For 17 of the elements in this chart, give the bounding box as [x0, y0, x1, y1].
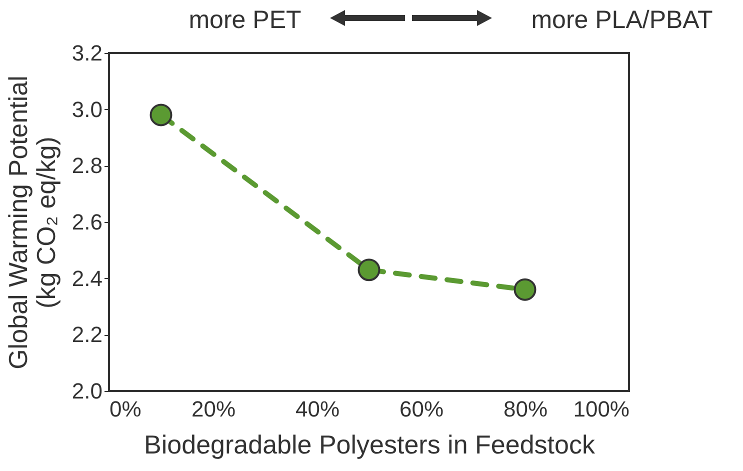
x-tick-label: 100% [573, 396, 630, 422]
x-axis-title: Biodegradable Polyesters in Feedstock [144, 430, 596, 460]
x-tick-label: 80% [503, 396, 548, 422]
y-tick-label: 3.0 [72, 96, 102, 122]
y-tick-label: 2.4 [72, 266, 102, 291]
y-tick-label: 2.8 [72, 153, 102, 178]
x-tick-label: 0% [110, 396, 142, 422]
y-tick-label: 3.2 [72, 40, 102, 66]
x-tick-label: 40% [295, 396, 340, 422]
text: more PET [188, 6, 302, 35]
y-tick-label: 2.2 [72, 322, 102, 348]
x-tick-label: 60% [399, 396, 444, 422]
x-tick-label: 20% [191, 396, 236, 422]
text: more PLA/PBAT [531, 6, 713, 35]
y-tick-label: 2.6 [72, 210, 102, 234]
y-tick-label: 2.0 [72, 378, 102, 404]
y-axis-title: Global Warming Potential (kg CO₂ eq/kg) [2, 76, 61, 370]
